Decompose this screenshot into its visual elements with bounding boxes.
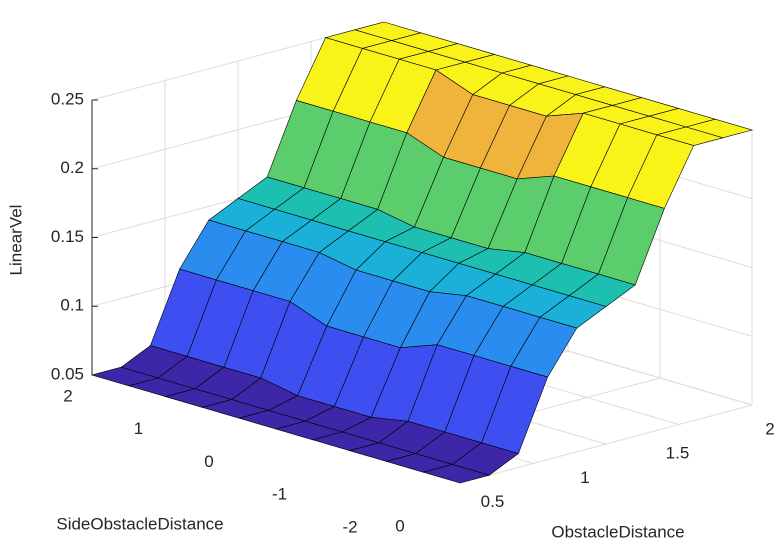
z-tick-label: 0.15 xyxy=(51,227,84,246)
z-tick-label: 0.05 xyxy=(51,364,84,383)
y-axis-label: SideObstacleDistance xyxy=(56,514,223,533)
y-tick-label: -1 xyxy=(272,485,287,504)
z-tick-label: 0.25 xyxy=(51,89,84,108)
surface-face xyxy=(422,464,491,484)
y-tick-label: 2 xyxy=(63,386,72,405)
x-tick-label: 1.5 xyxy=(666,444,690,463)
x-tick-label: 0 xyxy=(395,516,404,535)
x-axis-label: ObstacleDistance xyxy=(551,522,684,541)
grid-line xyxy=(459,130,753,484)
x-tick-label: 1 xyxy=(580,468,589,487)
y-tick-label: -2 xyxy=(342,517,357,536)
x-tick-label: 2 xyxy=(765,419,774,438)
x-tick-label: 0.5 xyxy=(481,492,505,511)
z-axis-label: LinearVel xyxy=(6,205,25,276)
y-tick-label: 0 xyxy=(204,452,213,471)
z-tick-label: 0.1 xyxy=(60,296,84,315)
z-tick-label: 0.2 xyxy=(60,158,84,177)
y-tick-label: 1 xyxy=(134,419,143,438)
